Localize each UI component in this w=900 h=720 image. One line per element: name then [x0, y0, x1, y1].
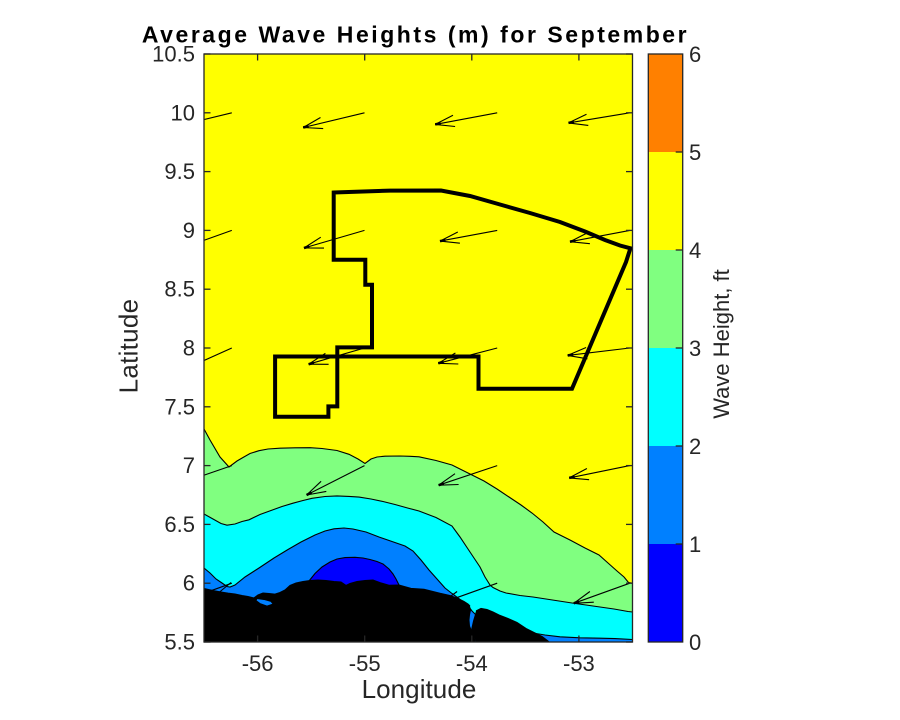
svg-text:9: 9	[183, 218, 195, 243]
svg-text:6.5: 6.5	[164, 512, 195, 537]
svg-text:-54: -54	[456, 651, 488, 676]
svg-text:0: 0	[689, 630, 701, 655]
svg-text:7.5: 7.5	[164, 394, 195, 419]
svg-text:6: 6	[183, 571, 195, 596]
svg-text:3: 3	[689, 336, 701, 361]
svg-text:10: 10	[171, 100, 195, 125]
svg-text:4: 4	[689, 238, 701, 263]
svg-text:8.5: 8.5	[164, 277, 195, 302]
svg-text:8: 8	[183, 336, 195, 361]
svg-text:Wave Height, ft: Wave Height, ft	[709, 269, 734, 419]
svg-text:-55: -55	[349, 651, 381, 676]
svg-text:5: 5	[689, 140, 701, 165]
svg-text:9.5: 9.5	[164, 159, 195, 184]
svg-text:1: 1	[689, 532, 701, 557]
svg-text:7: 7	[183, 453, 195, 478]
svg-text:2: 2	[689, 434, 701, 459]
svg-text:Average Wave Heights (m) for S: Average Wave Heights (m) for September	[142, 22, 689, 48]
svg-text:-53: -53	[563, 651, 595, 676]
svg-text:10.5: 10.5	[152, 42, 195, 67]
svg-text:5.5: 5.5	[164, 630, 195, 655]
svg-text:-56: -56	[242, 651, 274, 676]
svg-text:Longitude: Longitude	[362, 674, 477, 704]
svg-text:Latitude: Latitude	[114, 299, 144, 394]
svg-text:6: 6	[689, 42, 701, 67]
